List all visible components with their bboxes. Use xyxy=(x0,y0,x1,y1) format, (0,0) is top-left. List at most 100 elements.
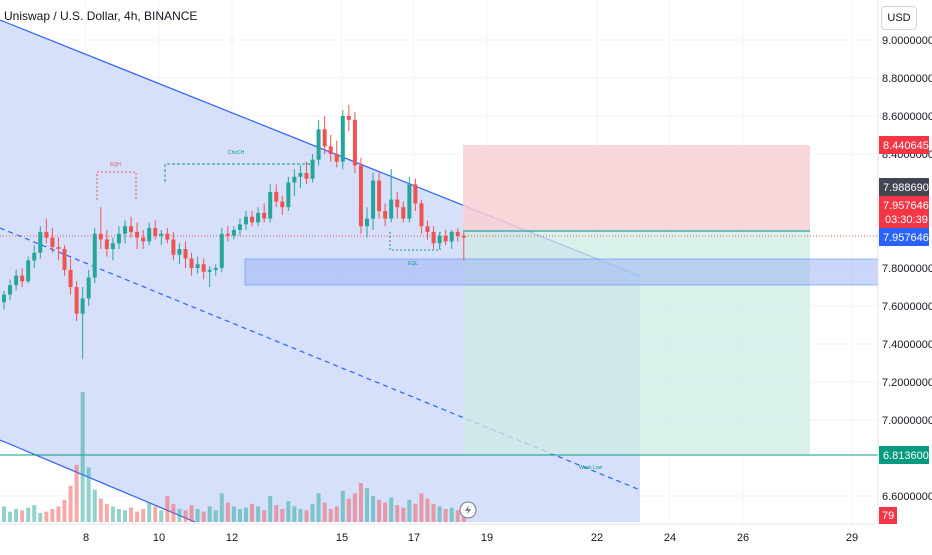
candle[interactable] xyxy=(298,165,303,189)
candle[interactable] xyxy=(365,207,369,238)
candle[interactable] xyxy=(371,173,376,230)
candle[interactable] xyxy=(171,231,176,261)
price-axis[interactable]: 9.00000008.80000008.60000008.40000007.80… xyxy=(882,35,932,503)
candle[interactable] xyxy=(201,258,206,280)
candle[interactable] xyxy=(340,110,345,170)
candle[interactable] xyxy=(407,176,412,223)
candle[interactable] xyxy=(189,252,194,276)
time-tick-label: 8 xyxy=(83,532,89,544)
candle[interactable] xyxy=(92,228,97,284)
candle[interactable] xyxy=(322,116,327,154)
candle[interactable] xyxy=(225,226,230,242)
currency-button[interactable]: USD xyxy=(881,6,917,30)
lightning-icon[interactable] xyxy=(459,501,477,519)
volume-bar xyxy=(346,498,351,522)
candle[interactable] xyxy=(455,228,460,242)
candle[interactable] xyxy=(286,176,291,211)
candle[interactable] xyxy=(219,228,224,272)
candle[interactable] xyxy=(437,231,442,249)
candle[interactable] xyxy=(334,140,339,168)
candle[interactable] xyxy=(413,178,418,211)
candle[interactable] xyxy=(177,243,182,265)
volume-bar xyxy=(340,490,345,522)
candle[interactable] xyxy=(135,222,140,249)
candle[interactable] xyxy=(86,269,91,306)
candle[interactable] xyxy=(183,241,188,268)
candle[interactable] xyxy=(352,112,357,173)
candle[interactable] xyxy=(244,211,248,230)
candle[interactable] xyxy=(304,161,309,185)
candle[interactable] xyxy=(425,220,430,240)
price-tick-label: 9.0000000 xyxy=(882,35,932,47)
candle[interactable] xyxy=(8,279,13,301)
candle[interactable] xyxy=(207,266,212,287)
candle[interactable] xyxy=(195,256,200,274)
candle[interactable] xyxy=(116,226,121,249)
candle[interactable] xyxy=(50,228,55,253)
candle[interactable] xyxy=(262,203,267,223)
candle[interactable] xyxy=(153,220,158,240)
candle[interactable] xyxy=(165,228,170,244)
candle[interactable] xyxy=(2,290,6,310)
candle[interactable] xyxy=(32,245,37,268)
candle[interactable] xyxy=(383,203,388,227)
volume-layer xyxy=(2,392,466,522)
symbol-title[interactable]: Uniswap / U.S. Dollar, 4h, BINANCE xyxy=(4,9,198,23)
candle[interactable] xyxy=(20,268,25,287)
candle[interactable] xyxy=(461,231,466,261)
candle[interactable] xyxy=(213,264,218,276)
candle[interactable] xyxy=(389,169,394,223)
candle[interactable] xyxy=(98,207,103,249)
candle[interactable] xyxy=(316,119,321,166)
candle[interactable] xyxy=(80,287,85,360)
candle[interactable] xyxy=(250,211,255,227)
candle[interactable] xyxy=(62,245,67,276)
candle[interactable] xyxy=(129,216,134,238)
stop-loss-zone[interactable] xyxy=(463,145,810,231)
svg-text:7.9576463: 7.9576463 xyxy=(883,232,932,244)
candle[interactable] xyxy=(268,184,273,223)
candle[interactable] xyxy=(449,230,454,249)
candle-layer[interactable] xyxy=(2,104,466,360)
candle[interactable] xyxy=(56,237,61,261)
candle[interactable] xyxy=(159,230,164,246)
candle[interactable] xyxy=(68,258,73,295)
candle[interactable] xyxy=(377,173,382,219)
candle[interactable] xyxy=(74,281,79,322)
volume-bar xyxy=(26,507,31,522)
candle[interactable] xyxy=(38,226,43,259)
volume-bar xyxy=(225,502,230,522)
candle[interactable] xyxy=(431,226,436,249)
candle[interactable] xyxy=(256,207,261,227)
candle[interactable] xyxy=(141,230,146,249)
candle[interactable] xyxy=(147,222,152,246)
candle[interactable] xyxy=(104,230,109,257)
candle[interactable] xyxy=(395,192,400,219)
candle[interactable] xyxy=(44,218,49,244)
candle[interactable] xyxy=(292,169,297,196)
candle[interactable] xyxy=(401,201,406,223)
candle[interactable] xyxy=(231,226,236,240)
candle[interactable] xyxy=(419,199,424,234)
channel-lower-line[interactable] xyxy=(0,439,196,523)
volume-bar xyxy=(383,502,388,522)
candle[interactable] xyxy=(14,269,19,291)
volume-bar xyxy=(153,506,158,522)
candle[interactable] xyxy=(346,104,351,132)
volume-bar xyxy=(316,493,321,522)
candle[interactable] xyxy=(110,237,115,261)
time-axis[interactable]: 8 10 12 15 17 19 22 24 26 29 xyxy=(83,532,858,544)
candle[interactable] xyxy=(237,218,242,236)
candle[interactable] xyxy=(310,154,315,183)
demand-zone[interactable] xyxy=(244,258,879,286)
candle[interactable] xyxy=(26,256,31,284)
candle[interactable] xyxy=(280,195,285,215)
candle[interactable] xyxy=(328,135,333,162)
candle[interactable] xyxy=(358,157,363,234)
candle[interactable] xyxy=(123,220,127,244)
volume-bar xyxy=(56,506,61,522)
candle[interactable] xyxy=(443,230,448,246)
candle[interactable] xyxy=(274,184,279,208)
